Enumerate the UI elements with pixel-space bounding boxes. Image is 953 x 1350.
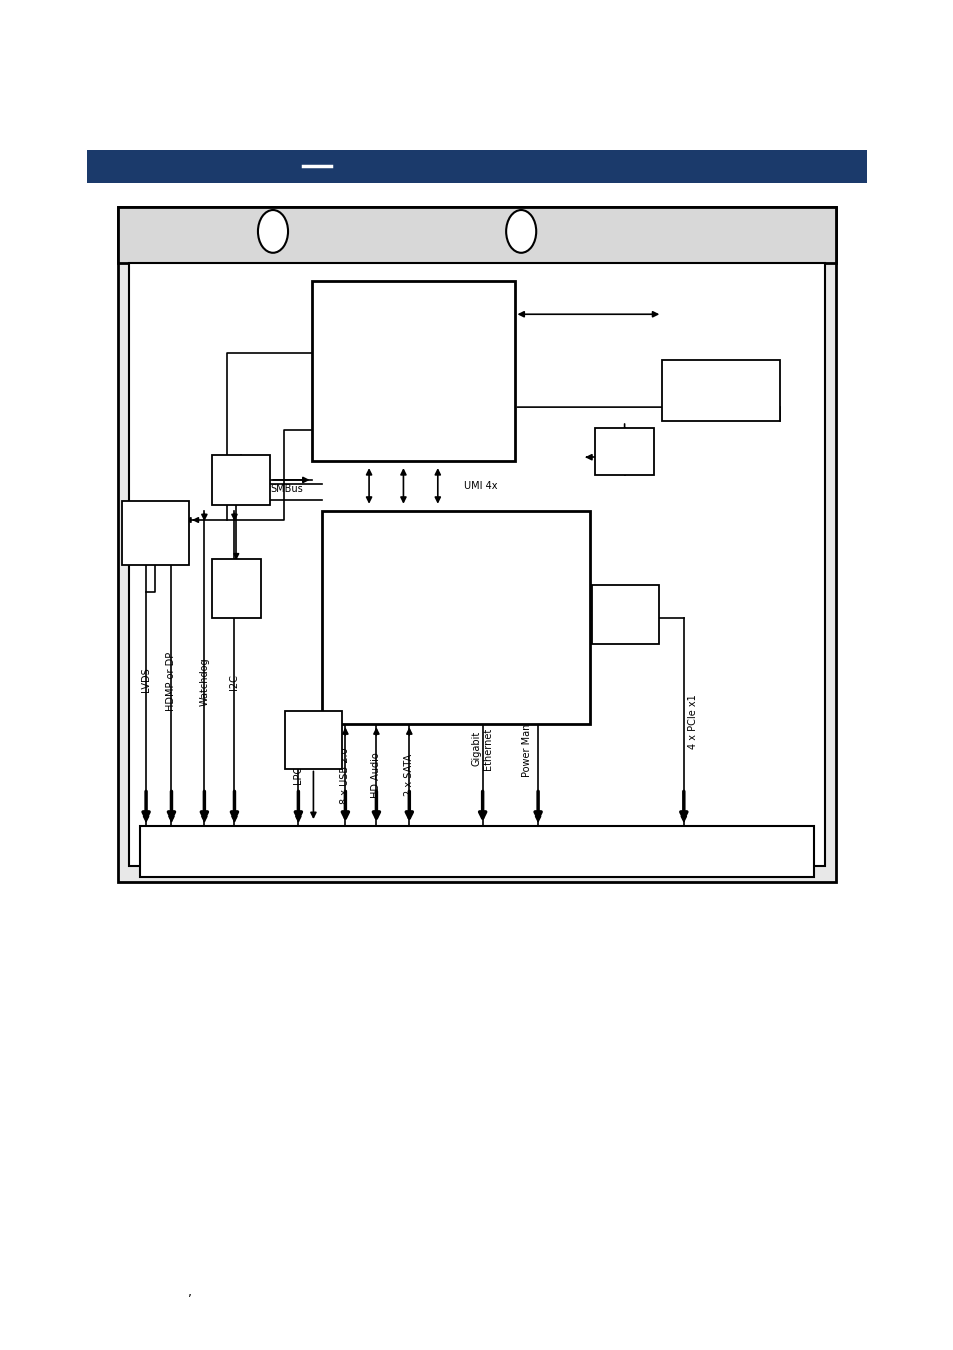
Text: MXM Connector: MXM Connector xyxy=(399,842,554,861)
Text: UMI 4x: UMI 4x xyxy=(463,481,497,491)
Bar xyxy=(285,711,341,768)
Circle shape xyxy=(506,211,536,252)
Text: SPI: SPI xyxy=(630,437,640,452)
Text: 2 x SATA: 2 x SATA xyxy=(404,755,414,796)
Bar xyxy=(321,510,589,725)
Bar xyxy=(212,455,270,505)
Bar xyxy=(87,150,866,184)
Bar xyxy=(118,208,835,882)
Text: AMD Fusion
A50M: AMD Fusion A50M xyxy=(403,598,508,637)
Bar xyxy=(313,281,514,462)
Text: BIOS: BIOS xyxy=(611,447,638,456)
Text: USB2244
to SD: USB2244 to SD xyxy=(290,729,337,751)
Text: Onboard DDR3 2GB,
up to 4GB: Onboard DDR3 2GB, up to 4GB xyxy=(667,379,774,401)
Text: 4 x PCIe x1: 4 x PCIe x1 xyxy=(687,694,698,749)
Bar xyxy=(118,208,835,263)
Text: HD Audio: HD Audio xyxy=(371,752,381,798)
Bar xyxy=(122,501,189,566)
Text: LPC: LPC xyxy=(294,765,303,784)
Text: Realtek
8111E: Realtek 8111E xyxy=(605,603,644,625)
Bar xyxy=(591,586,659,644)
Text: AMD APU
G-Series CPU
T40E/T16R: AMD APU G-Series CPU T40E/T16R xyxy=(354,342,473,401)
Bar xyxy=(661,359,779,421)
Text: Gigabit
Ethernet: Gigabit Ethernet xyxy=(472,728,493,770)
Text: ,: , xyxy=(188,1285,193,1299)
Text: Power Management: Power Management xyxy=(521,680,531,778)
Text: LVDS: LVDS xyxy=(141,667,151,693)
Bar xyxy=(129,263,824,867)
Text: Chrontel
7511B: Chrontel 7511B xyxy=(133,522,177,544)
Text: SM611
SSD 32G: SM611 SSD 32G xyxy=(218,470,264,491)
Text: I2C: I2C xyxy=(230,674,239,690)
Bar xyxy=(140,826,813,876)
Text: 8 x USB 2.0: 8 x USB 2.0 xyxy=(340,747,350,803)
Circle shape xyxy=(257,211,288,252)
Text: PCIe x1: PCIe x1 xyxy=(542,617,552,653)
Bar xyxy=(212,559,260,617)
Text: SMBus: SMBus xyxy=(270,485,303,494)
Text: HDMP or DP: HDMP or DP xyxy=(166,652,176,711)
Text: Watchdog: Watchdog xyxy=(199,657,209,706)
Text: NCT7
904D: NCT7 904D xyxy=(222,578,250,599)
Bar xyxy=(595,428,653,475)
